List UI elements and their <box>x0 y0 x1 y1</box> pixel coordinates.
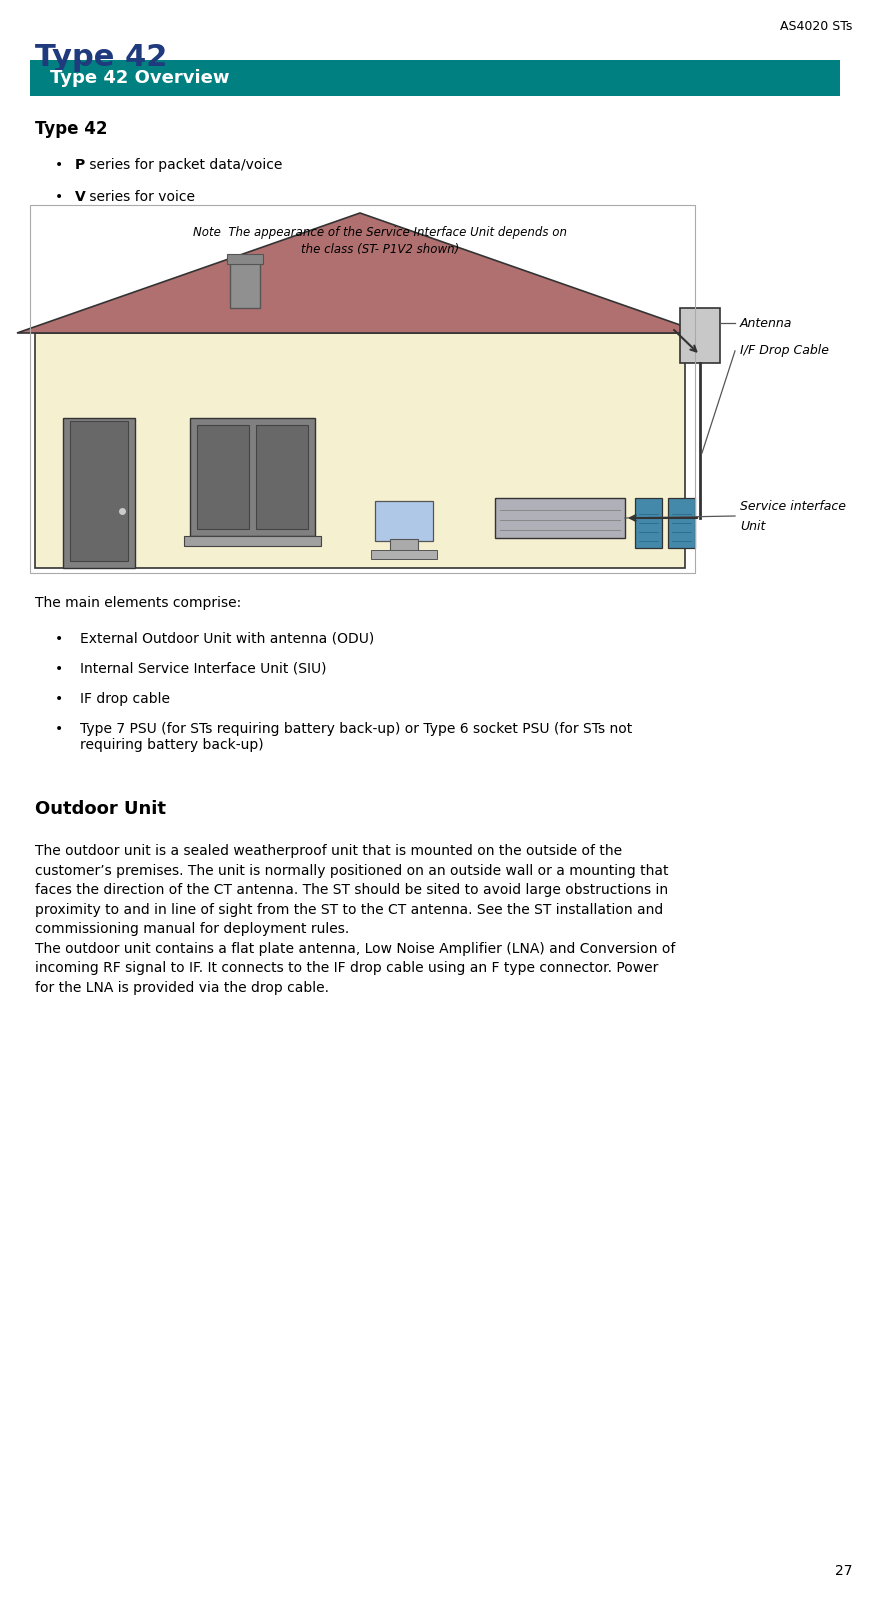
Text: •: • <box>55 190 64 205</box>
Text: 27: 27 <box>835 1564 852 1577</box>
FancyBboxPatch shape <box>230 257 260 308</box>
FancyBboxPatch shape <box>256 425 308 529</box>
Text: Type 42 Overview: Type 42 Overview <box>50 69 229 86</box>
Polygon shape <box>17 213 703 332</box>
FancyBboxPatch shape <box>184 535 321 547</box>
Text: The outdoor unit is a sealed weatherproof unit that is mounted on the outside of: The outdoor unit is a sealed weatherproo… <box>35 844 676 994</box>
FancyBboxPatch shape <box>668 499 695 548</box>
Text: Type 42: Type 42 <box>35 43 167 72</box>
Text: IF drop cable: IF drop cable <box>80 692 170 706</box>
FancyBboxPatch shape <box>190 419 315 535</box>
Text: External Outdoor Unit with antenna (ODU): External Outdoor Unit with antenna (ODU) <box>80 631 374 646</box>
FancyBboxPatch shape <box>495 499 625 539</box>
Text: the class (ST- P1V2 shown): the class (ST- P1V2 shown) <box>301 243 460 256</box>
Text: Outdoor Unit: Outdoor Unit <box>35 801 166 818</box>
FancyBboxPatch shape <box>635 499 662 548</box>
FancyBboxPatch shape <box>371 550 437 559</box>
Text: Type 42: Type 42 <box>35 120 107 137</box>
FancyBboxPatch shape <box>390 539 418 551</box>
Text: Unit: Unit <box>740 519 766 532</box>
FancyBboxPatch shape <box>680 308 720 363</box>
FancyBboxPatch shape <box>35 332 685 567</box>
FancyBboxPatch shape <box>30 61 840 96</box>
FancyBboxPatch shape <box>70 420 128 561</box>
Text: •: • <box>55 722 64 737</box>
Text: I/F Drop Cable: I/F Drop Cable <box>740 345 829 358</box>
Text: Internal Service Interface Unit (SIU): Internal Service Interface Unit (SIU) <box>80 662 326 676</box>
Text: Antenna: Antenna <box>740 316 793 329</box>
Text: Note  The appearance of the Service Interface Unit depends on: Note The appearance of the Service Inter… <box>193 225 567 240</box>
Text: •: • <box>55 692 64 706</box>
FancyBboxPatch shape <box>375 502 433 542</box>
Text: AS4020 STs: AS4020 STs <box>780 21 852 34</box>
Text: series for packet data/voice: series for packet data/voice <box>85 158 283 173</box>
Text: •: • <box>55 662 64 676</box>
Text: Service interface: Service interface <box>740 500 846 513</box>
FancyBboxPatch shape <box>197 425 249 529</box>
Text: The main elements comprise:: The main elements comprise: <box>35 596 242 610</box>
FancyBboxPatch shape <box>227 254 263 264</box>
Text: Type 7 PSU (for STs requiring battery back-up) or Type 6 socket PSU (for STs not: Type 7 PSU (for STs requiring battery ba… <box>80 722 632 753</box>
Text: •: • <box>55 158 64 173</box>
Text: V: V <box>75 190 85 205</box>
Text: series for voice: series for voice <box>85 190 195 205</box>
Text: •: • <box>55 631 64 646</box>
Text: P: P <box>75 158 85 173</box>
FancyBboxPatch shape <box>63 419 135 567</box>
